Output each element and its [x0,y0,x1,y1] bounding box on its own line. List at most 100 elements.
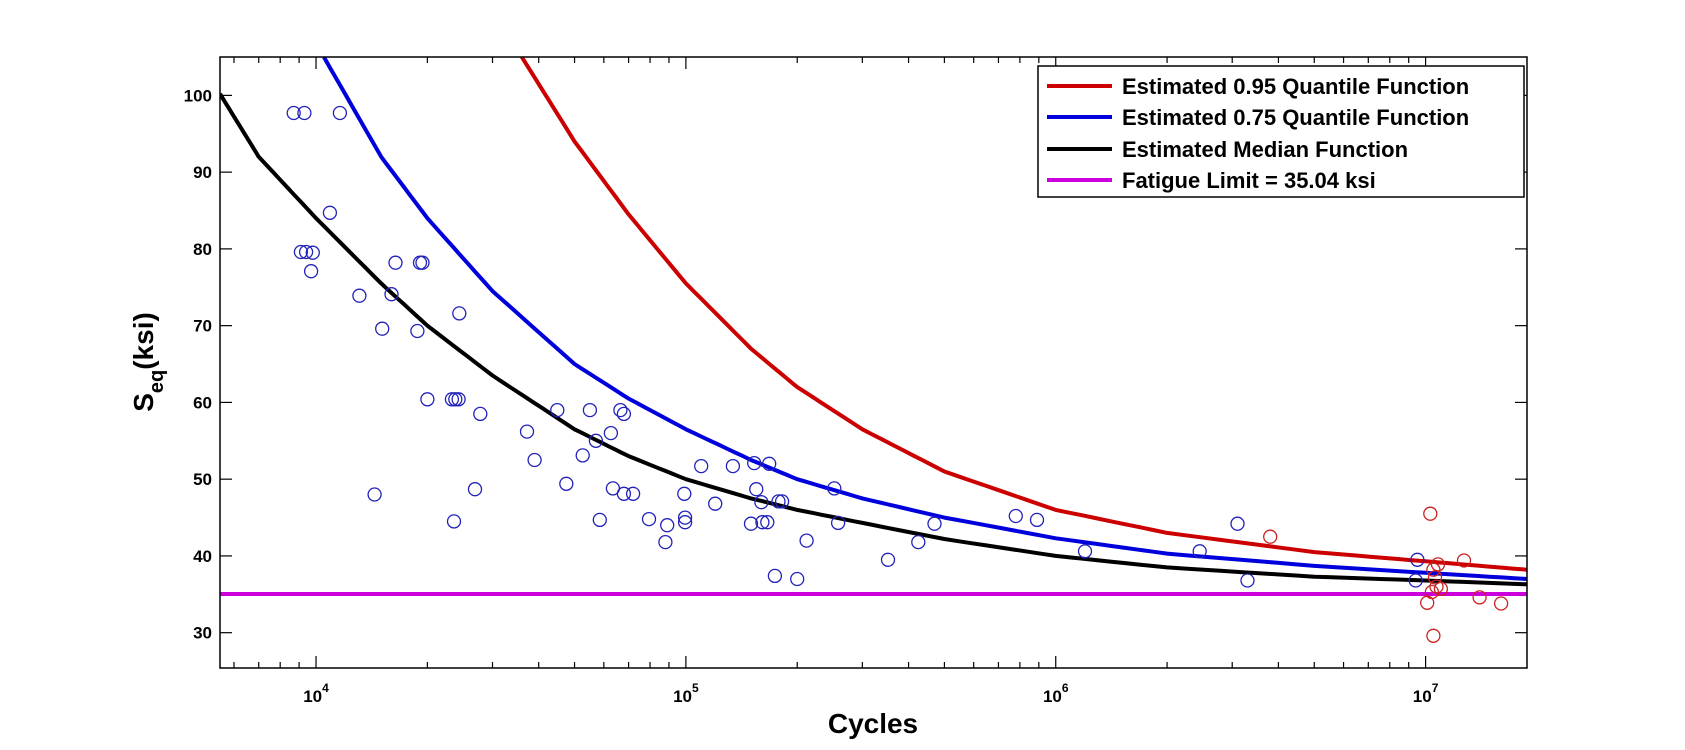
data-point-failures [830,515,846,531]
data-point-failures [473,406,488,422]
data-point-failures [771,494,786,509]
x-tick-label: 106 [1043,681,1069,706]
data-point-runouts [1493,596,1509,611]
y-axis-label-group: Seq(ksi) [128,312,168,412]
data-point-failures [550,402,565,418]
data-point-failures [297,105,312,121]
data-point-runouts [1426,562,1441,577]
data-point-failures [592,512,607,528]
series-line-estimated-median-function [220,92,1527,587]
data-point-failures [415,255,430,270]
data-point-failures [743,516,759,531]
x-axis-label: Cycles [828,708,918,739]
data-point-failures [747,455,762,471]
data-point-failures [613,402,628,418]
data-point-failures [1240,573,1255,588]
data-point-failures [725,458,741,474]
data-point-failures [451,392,466,407]
data-point-failures [303,264,319,279]
data-point-failures [467,482,483,497]
data-point-failures [616,486,632,501]
data-point-failures [1410,552,1425,567]
data-point-failures [527,452,542,468]
data-point-failures [1029,512,1045,528]
data-point-runouts [1263,529,1278,544]
y-axis-label-units: (ksi) [128,312,159,370]
data-point-failures [641,511,657,527]
data-point-failures [1008,508,1023,524]
y-tick-label: 90 [193,163,212,182]
data-point-failures [388,255,403,270]
data-point-failures [911,534,926,550]
data-point-failures [367,487,382,502]
data-point-failures [332,105,348,121]
data-point-failures [927,516,942,531]
data-point-failures [559,476,574,491]
plot-frame [219,56,1528,669]
legend-label-median: Estimated Median Function [1122,137,1408,162]
legend-label-fatigue-limit: Fatigue Limit = 35.04 ksi [1122,168,1376,193]
series-layer [220,57,1527,597]
legend-label-q75: Estimated 0.75 Quantile Function [1122,105,1469,130]
data-point-failures [754,495,769,510]
data-point-failures [384,287,399,302]
legend-box [1037,65,1525,198]
y-tick-label: 30 [193,624,212,643]
y-tick-label: 70 [193,317,212,336]
y-tick-label: 40 [193,547,212,566]
data-point-failures [352,288,367,303]
data-point-failures [799,533,814,548]
svg-text:Seq(ksi): Seq(ksi) [128,312,168,412]
data-point-failures [582,402,598,418]
data-point-failures [444,392,460,407]
data-point-runouts [1426,628,1441,643]
data-point-failures [1230,516,1245,531]
data-point-failures [1408,573,1423,588]
x-tick-label: 104 [303,681,329,706]
series-line-estimated-0-75-quantile-function [322,57,1527,581]
data-point-failures [286,105,301,121]
data-point-runouts [1433,581,1449,597]
data-point-runouts [1472,590,1487,605]
legend: Estimated 0.95 Quantile Function Estimat… [1037,65,1525,198]
data-point-failures [658,534,673,550]
data-point-failures [616,406,632,422]
data-point-failures [1192,544,1207,559]
data-point-runouts [1420,595,1435,610]
data-point-runouts [1427,570,1443,585]
data-point-failures [452,306,467,321]
series-line-estimated-0-95-quantile-function [520,57,1527,572]
data-point-failures [677,515,693,530]
data-point-failures [774,494,790,509]
y-tick-label: 80 [193,240,212,259]
y-tick-label: 60 [193,393,212,412]
data-point-runouts [1430,557,1446,572]
data-point-failures [625,486,641,501]
data-point-failures [322,205,338,220]
data-point-failures [827,481,842,496]
x-tick-label: 105 [673,681,699,706]
data-point-failures [660,518,675,533]
data-point-failures [446,514,462,529]
data-point-failures [767,568,783,584]
y-axis-label: S [128,393,159,412]
y-tick-label: 50 [193,470,212,489]
data-point-failures [677,510,693,525]
data-point-failures [588,433,604,448]
data-point-failures [677,486,692,501]
data-point-failures [448,392,463,407]
data-point-failures [708,496,723,511]
data-point-runouts [1423,506,1438,521]
data-point-failures [762,456,777,471]
data-point-failures [575,448,590,463]
data-point-failures [375,321,390,336]
data-point-failures [1077,544,1093,559]
data-point-runouts [1456,553,1472,568]
data-point-failures [420,392,435,407]
x-tick-label: 107 [1413,681,1439,706]
data-point-failures [755,515,770,530]
data-point-failures [298,244,314,260]
data-point-failures [410,323,425,339]
data-point-failures [293,244,309,260]
